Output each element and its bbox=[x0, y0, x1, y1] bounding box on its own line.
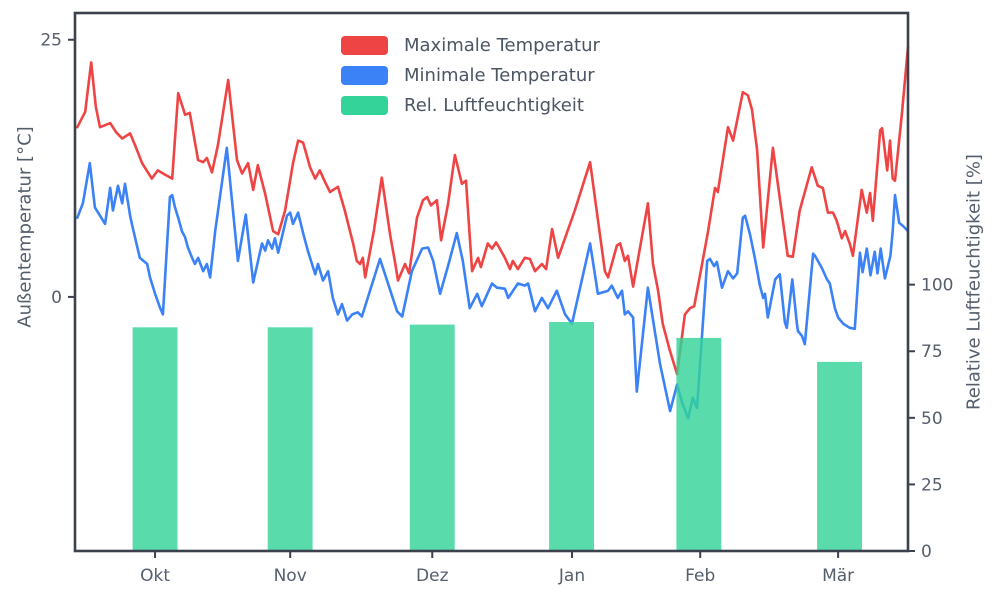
x-tick-label: Nov bbox=[274, 566, 307, 586]
axes-layer: 0 25 0 25 50 75 100 Okt Nov Dez Jan Feb Mär bbox=[40, 11, 953, 586]
min-temp-line bbox=[76, 146, 910, 420]
y-right-tick-label: 50 bbox=[921, 409, 943, 429]
temperature-lines-layer bbox=[76, 45, 910, 420]
legend: Maximale Temperatur Minimale Temperatur … bbox=[341, 36, 600, 115]
humidity-bar bbox=[132, 327, 178, 551]
humidity-bars-overlay-layer bbox=[132, 322, 862, 551]
x-tick-label: Jan bbox=[558, 566, 585, 586]
max-temp-swatch-icon bbox=[341, 36, 388, 55]
plot-border bbox=[73, 11, 910, 553]
humidity-bar bbox=[676, 337, 722, 551]
y-right-tick-label: 75 bbox=[921, 342, 943, 362]
y-right-axis-title: Relative Luftfeuchtigkeit [%] bbox=[963, 154, 985, 410]
x-tick-label: Feb bbox=[685, 566, 715, 586]
legend-label-humidity: Rel. Luftfeuchtigkeit bbox=[404, 95, 584, 116]
humidity-bar bbox=[409, 324, 455, 551]
legend-item-min-temp: Minimale Temperatur bbox=[341, 66, 600, 85]
humidity-bar bbox=[267, 327, 313, 551]
y-right-tick-label: 0 bbox=[921, 542, 932, 562]
y-left-axis-title: Außentemperatur [°C] bbox=[14, 126, 36, 328]
min-temp-swatch-icon bbox=[341, 66, 388, 85]
legend-label-min-temp: Minimale Temperatur bbox=[404, 65, 595, 86]
x-tick-label: Okt bbox=[140, 566, 170, 586]
y-left-tick-label: 25 bbox=[40, 31, 62, 51]
max-temp-line bbox=[76, 45, 910, 376]
legend-label-max-temp: Maximale Temperatur bbox=[404, 35, 600, 56]
legend-item-max-temp: Maximale Temperatur bbox=[341, 36, 600, 55]
humidity-bar bbox=[549, 322, 594, 551]
y-left-tick-label: 0 bbox=[51, 288, 62, 308]
x-tick-label: Dez bbox=[416, 566, 449, 586]
humidity-swatch-icon bbox=[341, 96, 388, 115]
y-right-tick-label: 100 bbox=[921, 276, 953, 296]
humidity-bar bbox=[817, 361, 862, 551]
y-right-tick-label: 25 bbox=[921, 475, 943, 495]
x-tick-label: Mär bbox=[822, 566, 854, 586]
legend-item-humidity: Rel. Luftfeuchtigkeit bbox=[341, 96, 600, 115]
